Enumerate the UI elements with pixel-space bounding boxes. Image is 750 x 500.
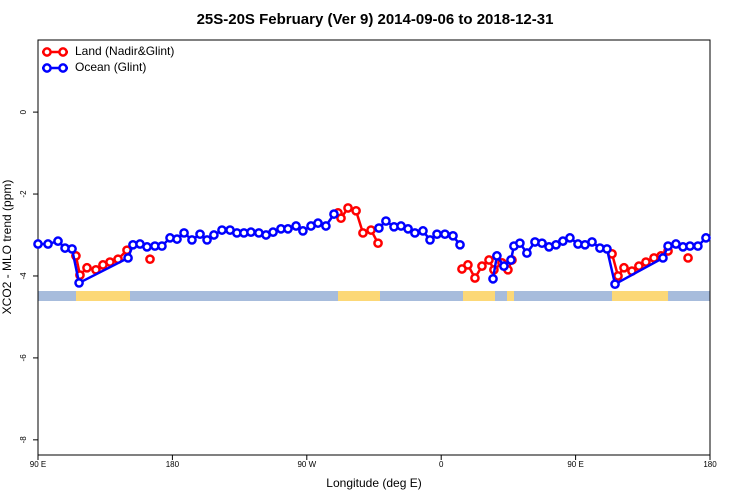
legend-label: Land (Nadir&Glint) <box>75 44 174 58</box>
point <box>329 209 339 219</box>
legend-marker <box>42 63 52 73</box>
y-tick-label: -8 <box>19 436 28 444</box>
point <box>33 239 43 249</box>
point <box>145 254 155 265</box>
point <box>246 227 256 237</box>
point <box>506 255 516 265</box>
x-tick-label: 90 W <box>297 460 316 469</box>
point <box>291 221 301 231</box>
y-tick-label: 0 <box>19 109 28 114</box>
point <box>619 262 629 273</box>
x-tick-label: 180 <box>703 460 717 469</box>
point <box>663 241 673 251</box>
point <box>336 213 346 224</box>
point <box>343 203 353 213</box>
point <box>157 241 167 251</box>
point <box>283 224 293 234</box>
point <box>602 244 612 254</box>
point <box>172 234 182 244</box>
point <box>685 241 695 251</box>
point <box>587 237 597 247</box>
x-tick-label: 180 <box>166 460 180 469</box>
point <box>74 278 84 288</box>
point <box>701 233 711 243</box>
point <box>477 261 487 271</box>
x-tick-label: 90 E <box>567 460 583 469</box>
point <box>123 253 133 263</box>
legend-label: Ocean (Glint) <box>75 60 146 74</box>
point <box>551 239 561 250</box>
point <box>268 227 278 237</box>
point <box>410 228 420 238</box>
point <box>610 279 620 290</box>
y-tick-label: -2 <box>19 190 28 198</box>
point <box>373 238 383 249</box>
x-tick-label: 0 <box>439 460 444 469</box>
point <box>358 228 368 238</box>
point <box>418 226 428 236</box>
point <box>641 257 651 267</box>
point <box>463 260 473 270</box>
land-ocean-strip <box>38 291 710 301</box>
point <box>82 262 92 273</box>
point <box>67 244 77 254</box>
point <box>522 248 532 258</box>
point <box>374 223 384 233</box>
point <box>381 216 391 226</box>
point <box>432 229 442 240</box>
x-tick-label: 90 E <box>30 460 46 469</box>
point <box>298 226 308 236</box>
point <box>366 225 376 235</box>
point <box>351 205 361 216</box>
point <box>179 228 189 238</box>
point <box>195 229 205 240</box>
point <box>613 271 623 281</box>
point <box>142 242 152 252</box>
point <box>658 253 668 263</box>
point <box>425 235 435 245</box>
point <box>217 225 227 235</box>
point <box>488 273 498 284</box>
point <box>105 257 115 267</box>
legend-marker <box>58 47 68 57</box>
point <box>209 230 219 240</box>
x-axis-label: Longitude (deg E) <box>326 476 421 490</box>
point <box>187 235 197 245</box>
point <box>43 239 53 249</box>
point <box>683 253 693 263</box>
point <box>403 224 413 234</box>
point <box>448 230 458 241</box>
point <box>492 251 502 261</box>
point <box>515 238 525 249</box>
legend-marker <box>42 47 52 57</box>
point <box>313 218 323 228</box>
legend-marker <box>58 63 68 73</box>
point <box>53 236 63 247</box>
point <box>202 235 212 245</box>
y-axis-label: XCO2 - MLO trend (ppm) <box>0 180 14 315</box>
point <box>455 239 465 250</box>
point <box>565 233 575 243</box>
point <box>537 238 547 249</box>
point <box>440 229 450 240</box>
point <box>321 221 331 231</box>
y-tick-label: -4 <box>19 272 28 280</box>
y-tick-label: -6 <box>19 354 28 362</box>
point <box>484 255 494 265</box>
point <box>693 241 703 251</box>
point <box>470 273 480 283</box>
chart-title: 25S-20S February (Ver 9) 2014-09-06 to 2… <box>197 11 554 28</box>
point <box>499 261 509 271</box>
